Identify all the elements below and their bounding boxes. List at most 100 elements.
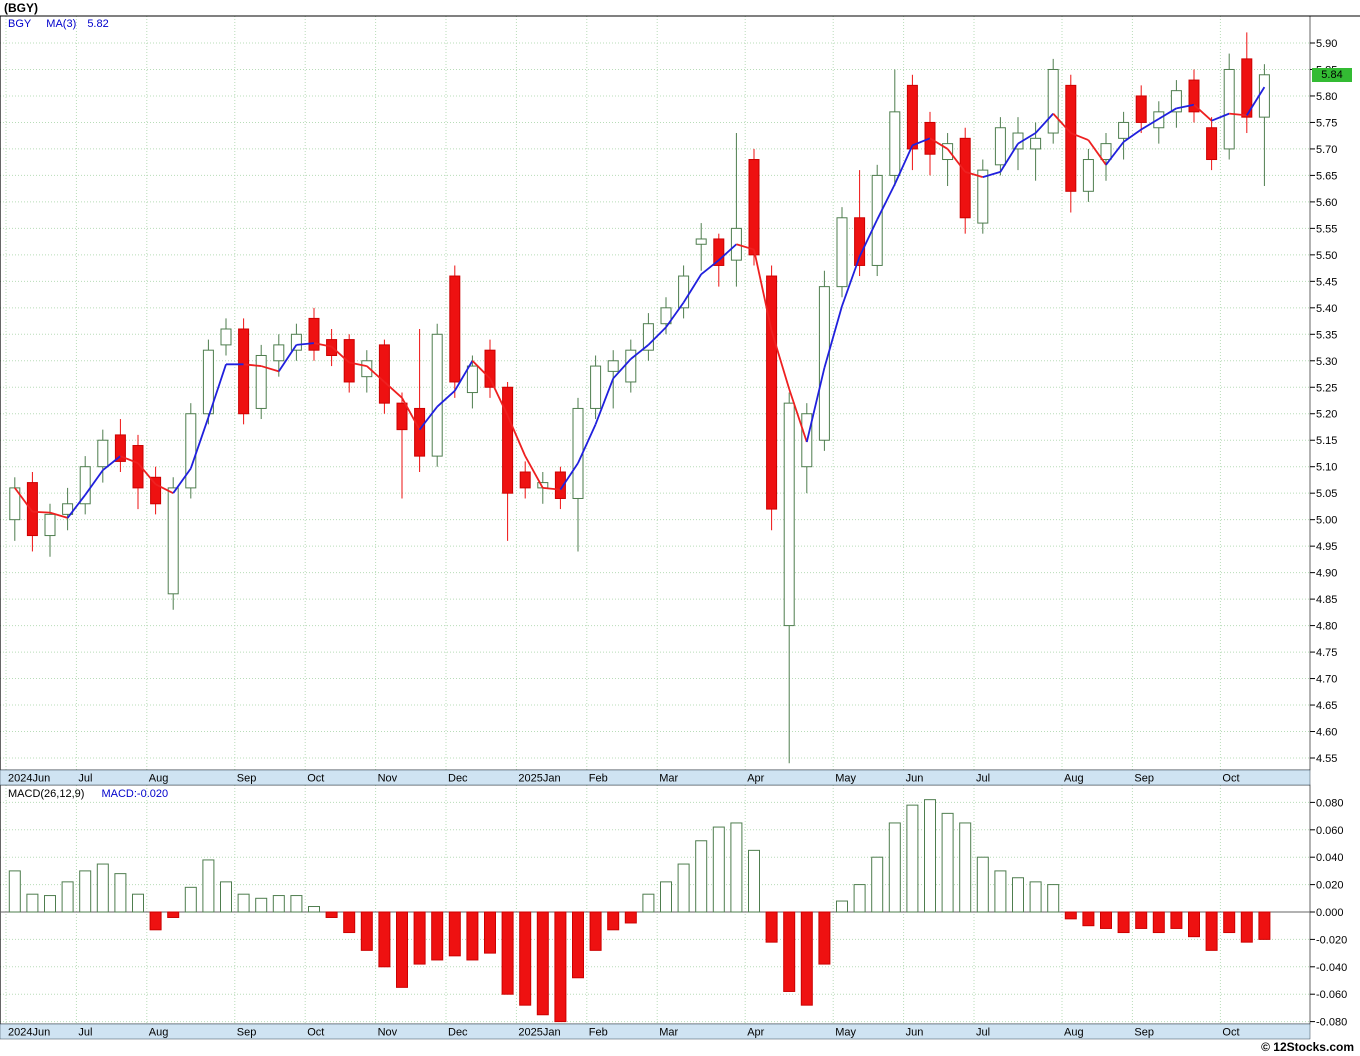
- macd-value-label: MACD:-0.020: [101, 788, 169, 800]
- price-axis-label: 4.75: [1316, 647, 1337, 659]
- macd-bar-negative: [1117, 911, 1130, 934]
- grid-layer: [0, 16, 1310, 1024]
- macd-params-label: MACD(26,12,9): [8, 788, 85, 800]
- ma-segment: [700, 259, 720, 275]
- ma-segment: [296, 342, 315, 346]
- macd-bar-positive: [96, 863, 109, 913]
- candle-down: [1241, 58, 1253, 118]
- ma-segment: [788, 388, 808, 443]
- month-label: May: [835, 1027, 856, 1039]
- ma-segment: [1105, 141, 1125, 166]
- macd-bar-positive: [237, 893, 250, 913]
- ma-segment: [1070, 132, 1089, 141]
- macd-bar-positive: [906, 804, 919, 913]
- macd-axis-label: 0.000: [1316, 907, 1344, 919]
- price-axis-label: 5.30: [1316, 356, 1337, 368]
- month-label: Aug: [1064, 773, 1084, 785]
- macd-bar-positive: [994, 870, 1007, 913]
- candle-down: [396, 402, 408, 431]
- month-label: 2025Jan: [518, 773, 560, 785]
- ma-segment: [1246, 86, 1266, 116]
- month-label: Mar: [659, 773, 678, 785]
- candle-up: [202, 349, 214, 415]
- ma-segment: [1123, 128, 1142, 143]
- main-chart-legend: BGY MA(3) 5.82: [8, 18, 109, 30]
- price-axis-label: 4.70: [1316, 674, 1337, 686]
- ma-segment: [1087, 139, 1107, 166]
- candle-down: [308, 317, 320, 351]
- macd-bar-negative: [413, 911, 426, 965]
- candle-up: [678, 275, 690, 309]
- ma-segment: [349, 361, 367, 367]
- ma-segment: [665, 301, 685, 328]
- macd-bar-negative: [1135, 911, 1148, 929]
- ma-segment: [893, 145, 914, 185]
- macd-bar-negative: [607, 911, 620, 931]
- candle-down: [959, 137, 971, 219]
- macd-bar-negative: [624, 911, 637, 924]
- macd-bar-positive: [26, 893, 39, 913]
- ma-segment: [1158, 107, 1177, 120]
- macd-legend: MACD(26,12,9) MACD:-0.020: [8, 788, 168, 800]
- candle-down: [1135, 95, 1147, 123]
- candle-down: [854, 217, 866, 266]
- candle-up: [290, 333, 302, 351]
- macd-bar-positive: [8, 870, 21, 913]
- candle-up: [660, 307, 672, 325]
- month-label: May: [835, 773, 856, 785]
- macd-bar-negative: [519, 911, 532, 1006]
- candle-up: [97, 439, 109, 468]
- macd-bar-negative: [1082, 911, 1095, 927]
- price-axis-label: 5.65: [1316, 170, 1337, 182]
- candle-down: [519, 471, 531, 489]
- ma-segment: [1052, 113, 1072, 134]
- macd-bar-positive: [272, 895, 285, 913]
- candle-down: [150, 476, 162, 505]
- candle-down: [1206, 127, 1218, 161]
- ma-segment: [366, 365, 386, 383]
- price-axis-label: 4.55: [1316, 753, 1337, 765]
- candle-up: [1100, 143, 1112, 161]
- price-axis-label: 5.50: [1316, 250, 1337, 262]
- month-label: Jul: [976, 773, 990, 785]
- macd-bar-negative: [325, 911, 338, 918]
- candle-up: [1047, 68, 1059, 134]
- macd-bar-negative: [431, 911, 444, 961]
- ma-segment: [471, 360, 491, 380]
- candle-up: [62, 503, 74, 515]
- last-price-badge: 5.84: [1312, 67, 1352, 82]
- macd-axis-label: 0.080: [1316, 797, 1344, 809]
- macd-bar-negative: [484, 911, 496, 954]
- macd-bar-negative: [1223, 911, 1236, 934]
- candle-up: [994, 127, 1006, 166]
- price-axis-label: 5.55: [1316, 223, 1337, 235]
- ticker-title: (BGY): [4, 1, 38, 15]
- ma-segment: [506, 415, 527, 457]
- macd-bar-positive: [1029, 881, 1042, 913]
- month-label: Oct: [307, 773, 324, 785]
- macd-bar-positive: [184, 886, 197, 913]
- month-label: Sep: [237, 773, 257, 785]
- month-label: Dec: [448, 1027, 468, 1039]
- price-axis-label: 5.40: [1316, 303, 1337, 315]
- ma-segment: [805, 367, 826, 443]
- candle-up: [44, 513, 56, 537]
- macd-bar-positive: [642, 893, 655, 913]
- ma-segment: [736, 243, 755, 251]
- ma-segment: [243, 363, 262, 367]
- macd-bar-negative: [765, 911, 778, 943]
- month-label: Aug: [149, 773, 169, 785]
- ma-segment: [14, 487, 34, 513]
- macd-bar-negative: [343, 911, 356, 934]
- macd-bar-positive: [114, 873, 127, 913]
- macd-bar-negative: [1100, 911, 1112, 929]
- month-label: Apr: [747, 1027, 764, 1039]
- macd-bar-negative: [1188, 911, 1200, 938]
- macd-axis-label: -0.040: [1316, 962, 1347, 974]
- ma-segment: [577, 423, 597, 464]
- macd-bar-positive: [959, 822, 972, 913]
- price-axis-label: 5.75: [1316, 117, 1337, 129]
- macd-bar-negative: [501, 911, 514, 995]
- candle-down: [378, 344, 390, 404]
- ma-segment: [823, 305, 843, 369]
